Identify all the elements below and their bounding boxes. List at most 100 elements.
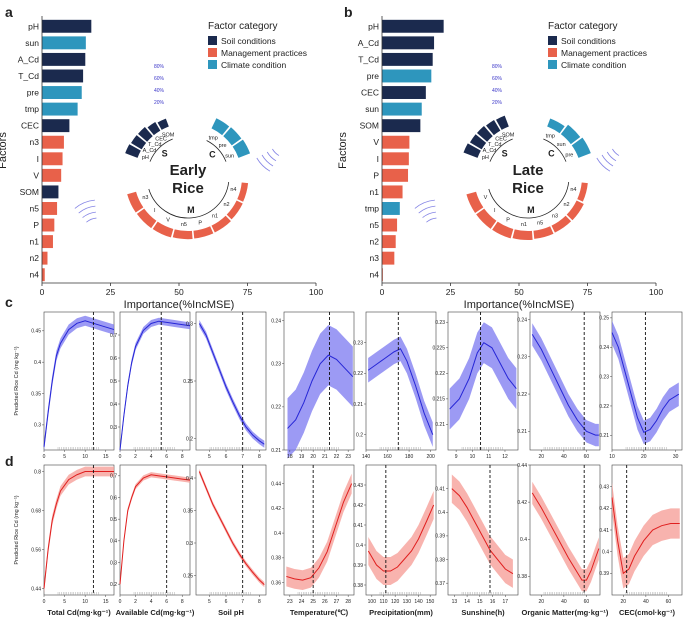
scale-label: 20% <box>492 100 503 106</box>
group-letter: S <box>502 149 508 159</box>
y-tick-label: 0.42 <box>517 500 527 506</box>
ring-label: n1 <box>521 222 527 228</box>
category-label: tmp <box>365 203 379 213</box>
response-line <box>611 332 680 434</box>
x-tick-label: 10 <box>82 599 88 605</box>
group-letter: C <box>548 149 555 159</box>
group-arc <box>148 181 230 219</box>
confidence-band <box>612 482 680 589</box>
x-tick-label: 6 <box>225 599 228 605</box>
ring-label: n3 <box>142 195 148 201</box>
x-tick-label: 11 <box>486 454 491 460</box>
panel-letter: b <box>344 4 353 20</box>
rug <box>133 447 175 450</box>
bar <box>42 119 70 133</box>
x-tick-label: 6 <box>165 454 168 460</box>
response-line <box>449 341 517 410</box>
y-tick-label: 0.25 <box>183 379 193 385</box>
legend-swatch <box>548 60 557 69</box>
x-tick-label: 17 <box>502 599 508 605</box>
ring-segment <box>533 226 554 239</box>
group-letter: S <box>162 149 168 159</box>
y-tick-label: 0.24 <box>517 317 527 323</box>
y-tick-label: 0.35 <box>31 391 41 397</box>
guide-arc <box>82 211 96 218</box>
y-tick-label: 0.23 <box>271 362 281 368</box>
x-tick-label: 27 <box>334 599 340 605</box>
guide-arc <box>596 157 611 172</box>
y-tick-label: 0.68 <box>31 508 41 514</box>
category-label: n4 <box>370 270 380 280</box>
panel-letter: a <box>5 4 13 20</box>
group-letter: M <box>527 205 535 215</box>
x-tick-label: 24 <box>299 599 305 605</box>
bar <box>42 152 63 166</box>
category-label: pH <box>28 21 39 31</box>
x-tick-label: 15 <box>103 454 109 460</box>
x-tick-label: 21 <box>322 454 328 460</box>
ring-label: I <box>494 208 496 214</box>
rug <box>297 447 339 450</box>
category-label: T_Cd <box>358 54 379 64</box>
ring-label: CEC <box>155 136 167 142</box>
category-label: sun <box>365 104 379 114</box>
rug <box>543 592 585 595</box>
ring-segment <box>560 124 581 145</box>
variable-label: Total Cd(mg·kg⁻¹) <box>47 608 111 617</box>
y-tick-label: 0.7 <box>110 333 117 339</box>
x-tick-label: 110 <box>380 599 388 605</box>
ring-segment <box>157 118 169 130</box>
legend-label: Soil conditions <box>561 36 616 46</box>
confidence-band <box>44 466 114 594</box>
bar <box>382 185 403 199</box>
x-tick-label: 5 <box>208 599 211 605</box>
y-tick-label: 0.44 <box>517 463 527 469</box>
x-tick-label: 15 <box>103 599 109 605</box>
bar <box>42 102 78 116</box>
y-tick-label: 0.25 <box>599 316 609 322</box>
guide-arc <box>606 151 617 162</box>
bar <box>42 69 84 83</box>
ring-segment <box>551 215 572 233</box>
guide-arc <box>418 205 436 214</box>
confidence-band <box>612 320 679 445</box>
ring-label: pre <box>219 143 227 149</box>
y-tick-label: 0.41 <box>435 486 445 492</box>
ring-segment <box>492 221 514 239</box>
ring-segment <box>193 226 214 239</box>
bar <box>42 185 59 199</box>
rug <box>625 592 667 595</box>
guide-arc <box>261 154 274 167</box>
bar <box>382 202 400 215</box>
x-tick-label: 100 <box>368 599 377 605</box>
y-tick-label: 0.4 <box>110 539 117 545</box>
x-tick-label: 25 <box>310 599 316 605</box>
y-tick-label: 0.4 <box>438 510 445 516</box>
confidence-band <box>532 323 599 447</box>
response-line <box>611 497 680 575</box>
ring-label: n2 <box>223 202 229 208</box>
ring-label: n1 <box>212 214 218 220</box>
bar <box>382 168 409 182</box>
ring-label: tmp <box>546 134 555 140</box>
category-label: n1 <box>30 237 40 247</box>
x-tick-label: 9 <box>455 454 458 460</box>
y-tick-label: 0.3 <box>110 560 117 566</box>
guide-arc <box>612 148 620 156</box>
ring-segment <box>226 200 243 220</box>
legend-label: Climate condition <box>221 60 286 70</box>
center-label: Late <box>513 162 544 179</box>
ring-segment <box>469 134 487 150</box>
scale-label: 80% <box>154 64 165 70</box>
ring-label: T_Cd <box>488 142 501 148</box>
rug <box>543 447 585 450</box>
bar <box>42 251 48 265</box>
bar <box>42 52 86 66</box>
y-tick-label: 0.45 <box>31 329 41 335</box>
guide-arc <box>86 217 97 223</box>
y-tick-label: 0.37 <box>435 581 445 587</box>
x-tick-label: 60 <box>666 599 672 605</box>
x-tick-label: 25 <box>446 287 456 297</box>
ring-label: pH <box>142 155 149 161</box>
ring-label: SOM <box>502 132 515 138</box>
